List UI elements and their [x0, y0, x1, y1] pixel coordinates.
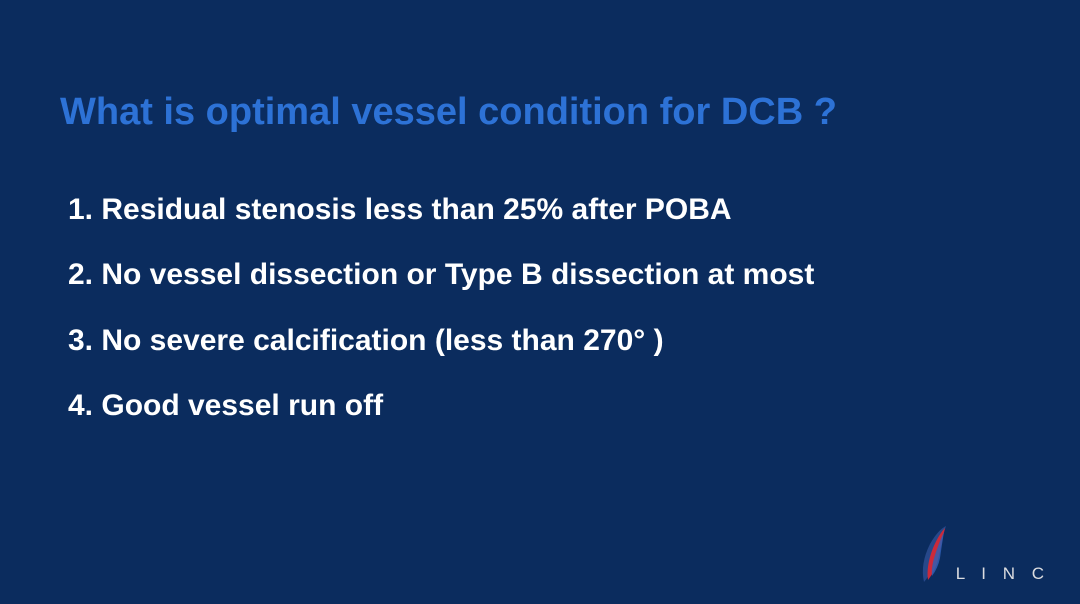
bullet-item: 1. Residual stenosis less than 25% after…: [68, 191, 1020, 229]
slide-container: What is optimal vessel condition for DCB…: [0, 0, 1080, 604]
logo-container: L I N C: [918, 524, 1050, 586]
logo-text: L I N C: [956, 564, 1050, 586]
bullet-list: 1. Residual stenosis less than 25% after…: [60, 191, 1020, 425]
bullet-item: 3. No severe calcification (less than 27…: [68, 322, 1020, 360]
bullet-item: 2. No vessel dissection or Type B dissec…: [68, 256, 1020, 294]
bullet-item: 4. Good vessel run off: [68, 387, 1020, 425]
slide-title: What is optimal vessel condition for DCB…: [60, 90, 1020, 136]
linc-logo-icon: [918, 524, 952, 586]
